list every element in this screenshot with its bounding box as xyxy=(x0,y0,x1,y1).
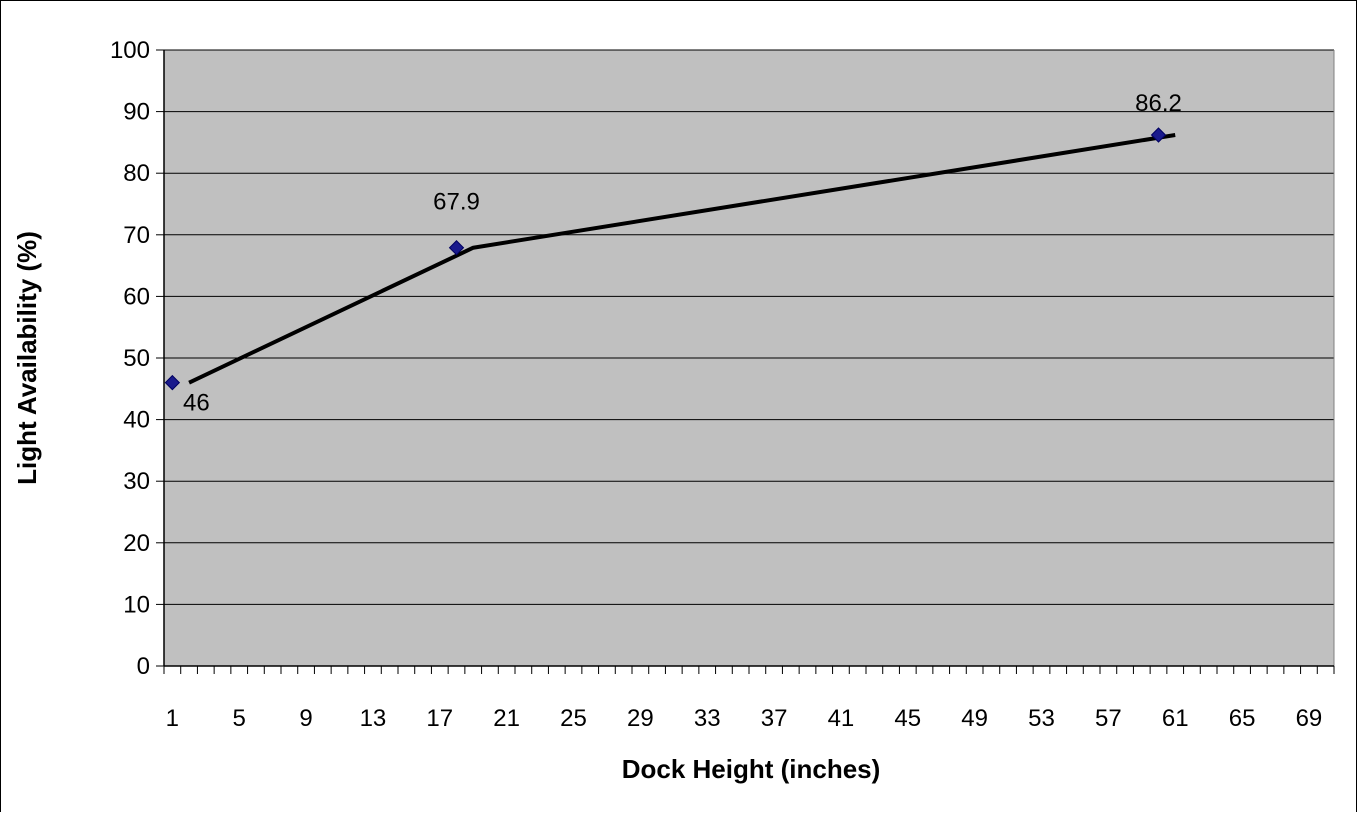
series-polyline xyxy=(188,133,1176,385)
data-point-marker-2 xyxy=(448,240,465,256)
y-tick-label-70: 70 xyxy=(123,222,150,249)
x-tick-label-25: 25 xyxy=(560,705,587,732)
x-tick-label-57: 57 xyxy=(1095,705,1122,732)
gridlines xyxy=(164,49,1334,605)
data-point-marker-3 xyxy=(1150,127,1167,143)
y-tick-label-50: 50 xyxy=(123,345,150,372)
y-tick-label-60: 60 xyxy=(123,283,150,310)
data-label-3: 86.2 xyxy=(1135,90,1182,117)
x-tick-label-9: 9 xyxy=(299,705,312,732)
data-label-1: 46 xyxy=(183,390,210,417)
y-tick-label-10: 10 xyxy=(123,591,150,618)
series-line xyxy=(188,133,1176,385)
y-tick-label-100: 100 xyxy=(110,37,150,64)
x-tick-label-1: 1 xyxy=(166,705,179,732)
y-tick-label-0: 0 xyxy=(137,653,150,680)
x-tick-label-49: 49 xyxy=(961,705,988,732)
data-markers xyxy=(164,127,1167,391)
y-tick-label-80: 80 xyxy=(123,160,150,187)
x-axis-ticks: 1 5 9 13 17 21 25 29 33 37 41 45 49 53 57 61 65 69 xyxy=(163,666,1335,732)
y-tick-label-40: 40 xyxy=(123,407,150,434)
x-tick-label-5: 5 xyxy=(233,705,246,732)
x-tick-label-21: 21 xyxy=(493,705,520,732)
x-tick-label-13: 13 xyxy=(360,705,387,732)
x-axis-title: Dock Height (inches) xyxy=(622,754,881,784)
x-tick-label-33: 33 xyxy=(694,705,721,732)
data-labels: 46 67.9 86.2 xyxy=(183,90,1182,417)
x-tick-label-41: 41 xyxy=(828,705,855,732)
x-tick-label-69: 69 xyxy=(1296,705,1323,732)
y-tick-label-20: 20 xyxy=(123,530,150,557)
x-tick-label-61: 61 xyxy=(1162,705,1189,732)
data-point-marker-1 xyxy=(164,374,181,391)
y-axis-ticks: 0 10 20 30 40 50 60 70 80 90 100 xyxy=(110,37,164,680)
y-tick-label-30: 30 xyxy=(123,468,150,495)
data-label-2: 67.9 xyxy=(433,189,480,216)
x-tick-label-29: 29 xyxy=(627,705,654,732)
x-tick-label-37: 37 xyxy=(761,705,788,732)
x-tick-label-45: 45 xyxy=(894,705,921,732)
x-tick-label-17: 17 xyxy=(426,705,453,732)
x-tick-label-53: 53 xyxy=(1028,705,1055,732)
y-tick-label-90: 90 xyxy=(123,99,150,126)
x-tick-label-65: 65 xyxy=(1229,705,1256,732)
y-axis-title: Light Availability (%) xyxy=(12,231,42,485)
